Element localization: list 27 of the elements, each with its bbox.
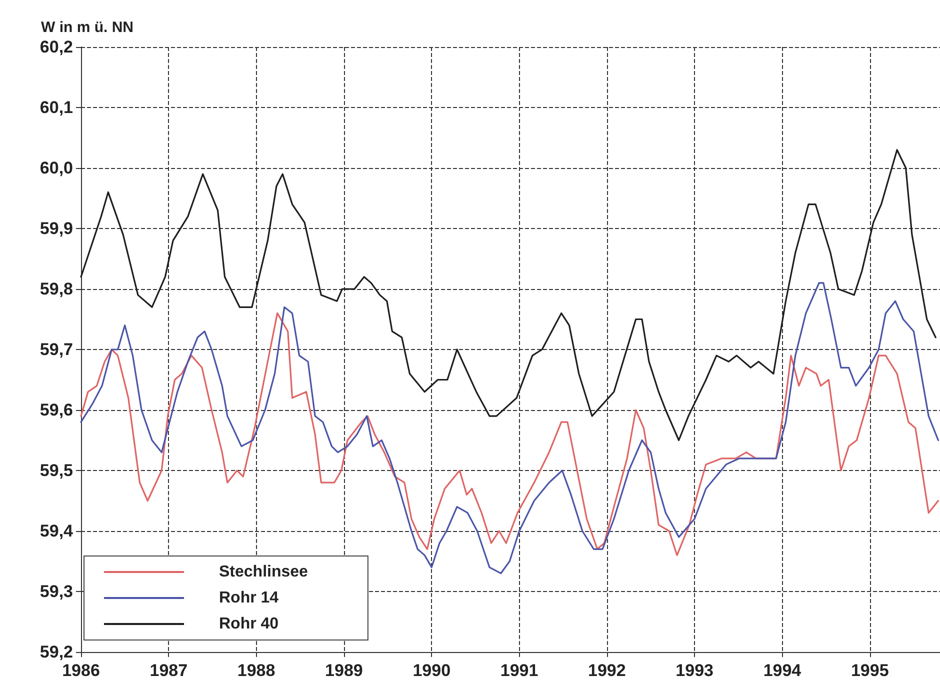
y-tick-label: 59,4 [40,522,74,540]
y-axis-title: W in m ü. NN [41,19,134,36]
legend-label: Rohr 14 [219,590,279,606]
x-tick-label: 1991 [500,661,538,680]
y-tick-label: 60,0 [40,158,73,178]
x-tick-label: 1993 [676,661,714,680]
x-tick-label: 1994 [763,661,802,680]
x-tick-label: 1987 [150,661,188,680]
x-tick-label: 1986 [62,661,100,680]
line-series [80,312,940,556]
y-tick-label: 59,7 [40,340,73,359]
line-series [80,149,936,442]
y-tick-label: 59,9 [40,219,73,238]
y-tick-label: 59,8 [40,280,73,298]
y-tick-label: 59,2 [40,642,73,662]
legend-label: Rohr 40 [219,616,279,632]
x-tick-label: 1988 [237,661,276,680]
x-tick-label: 1992 [588,661,626,680]
x-tick-label: 1989 [325,661,363,680]
x-tick-label: 1990 [412,661,451,680]
y-tick-label: 60,2 [40,38,73,56]
y-tick-label: 59,6 [40,400,73,420]
legend-label: Stechlinsee [219,564,308,580]
y-tick-label: 60,1 [40,98,73,117]
x-tick-label: 1995 [850,661,889,680]
y-tick-label: 59,5 [40,461,73,480]
y-tick-label: 59,3 [40,582,73,601]
